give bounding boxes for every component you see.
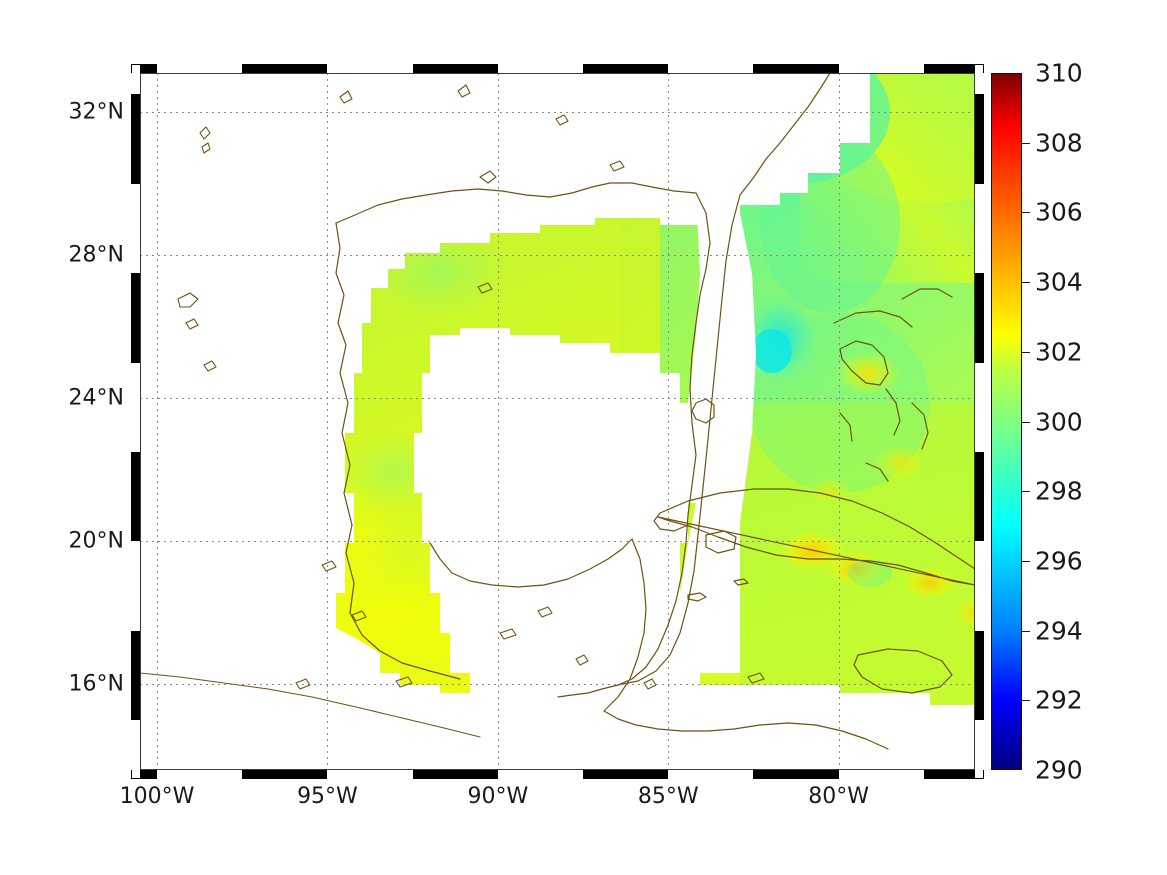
frame-segment-right [975,451,984,542]
colorbar-tick-mark-9 [1022,700,1030,702]
frame-segment-top [140,64,158,73]
x-tick-label-2: 90°W [467,784,529,809]
frame-segment-left [131,541,140,631]
frame-segment-right [975,94,984,184]
frame-segment-bottom [327,770,413,779]
frame-segment-left [131,362,140,452]
frame-segment-left [131,451,140,542]
map-plot-area[interactable] [140,73,975,770]
frame-segment-left [131,94,140,184]
y-tick-label-0: 32°N [68,99,124,125]
colorbar-tick-label-7: 296 [1035,546,1083,576]
frame-segment-bottom [242,770,328,779]
colorbar-tick-label-5: 300 [1035,407,1083,436]
x-tick-label-0: 100°W [119,784,195,809]
frame-segment-bottom [753,770,839,779]
frame-segment-right [975,719,984,770]
x-tick-label-4: 80°W [808,784,870,809]
y-tick-label-2: 24°N [68,385,124,411]
frame-segment-right [975,362,984,452]
colorbar-tick-label-4: 302 [1035,337,1083,367]
frame-segment-bottom [140,770,158,779]
frame-segment-left [131,73,140,95]
colorbar-tick-mark-5 [1022,421,1030,423]
colorbar-tick-label-6: 298 [1035,476,1083,506]
colorbar-tick-mark-3 [1022,282,1030,284]
map-raster-clip [140,73,975,770]
frame-segment-right [975,541,984,631]
colorbar-tick-mark-7 [1022,560,1030,562]
frame-segment-right [975,183,984,274]
frame-segment-left [131,719,140,770]
coastline-paths [140,73,975,750]
frame-segment-top [583,64,669,73]
y-tick-label-4: 16°N [68,671,124,697]
colorbar-gradient [992,74,1021,769]
frame-segment-bottom [583,770,669,779]
frame-segment-top [242,64,328,73]
sst-raster-and-coastlines [140,73,975,770]
frame-segment-top [923,64,975,73]
y-tick-label-3: 20°N [68,528,124,554]
frame-segment-left [131,183,140,274]
colorbar-tick-mark-8 [1022,630,1030,632]
frame-segment-left [131,630,140,720]
frame-segment-bottom [412,770,498,779]
frame-segment-top [753,64,839,73]
frame-segment-right [975,73,984,95]
colorbar-tick-label-3: 304 [1035,267,1083,297]
frame-segment-top [157,64,243,73]
frame-segment-bottom [838,770,924,779]
x-tick-label-3: 85°W [637,784,699,809]
colorbar-tick-mark-2 [1022,212,1030,214]
frame-segment-bottom [157,770,243,779]
colorbar-tick-label-8: 294 [1035,616,1083,646]
frame-segment-top [668,64,754,73]
frame-segment-top [412,64,498,73]
colorbar-tick-label-2: 306 [1035,197,1083,227]
frame-segment-right [975,273,984,363]
colorbar-tick-label-0: 310 [1035,58,1083,88]
frame-segment-bottom [668,770,754,779]
colorbar-tick-mark-1 [1022,142,1030,144]
frame-segment-top [327,64,413,73]
colorbar-tick-mark-4 [1022,351,1030,353]
colorbar-tick-label-1: 308 [1035,128,1083,158]
colorbar-tick-mark-6 [1022,491,1030,493]
frame-segment-bottom [497,770,584,779]
colorbar-tick-label-10: 290 [1035,755,1083,785]
frame-segment-left [131,273,140,363]
x-tick-label-1: 95°W [297,784,358,809]
y-tick-label-1: 28°N [68,242,124,268]
frame-segment-bottom [923,770,975,779]
frame-segment-top [497,64,584,73]
frame-segment-top [838,64,924,73]
colorbar-tick-label-9: 292 [1035,685,1083,715]
colorbar[interactable] [991,73,1022,770]
frame-segment-right [975,630,984,720]
land-masks [140,73,975,770]
